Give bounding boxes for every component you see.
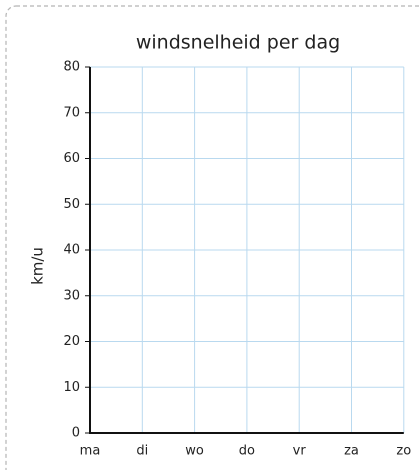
y-axis-label: km/u — [29, 247, 47, 285]
x-tick-label: di — [136, 444, 148, 459]
y-tick-label: 10 — [63, 380, 80, 395]
y-tick-label: 70 — [63, 105, 80, 120]
y-tick-label: 30 — [63, 288, 80, 303]
x-tick-label: do — [239, 444, 255, 459]
x-tick-label: wo — [185, 444, 204, 459]
y-tick-label: 20 — [63, 334, 80, 349]
y-tick-label: 0 — [72, 426, 80, 441]
y-tick-label: 60 — [63, 151, 80, 166]
x-tick-label: vr — [293, 444, 307, 459]
x-tick-label: za — [344, 444, 359, 459]
y-tick-label: 40 — [63, 243, 80, 258]
x-tick-label: ma — [80, 444, 101, 459]
card-border — [5, 5, 419, 470]
x-tick-label: zo — [396, 444, 411, 459]
y-tick-label: 50 — [63, 197, 80, 212]
chart-title: windsnelheid per dag — [136, 32, 340, 54]
y-tick-label: 80 — [63, 60, 80, 75]
